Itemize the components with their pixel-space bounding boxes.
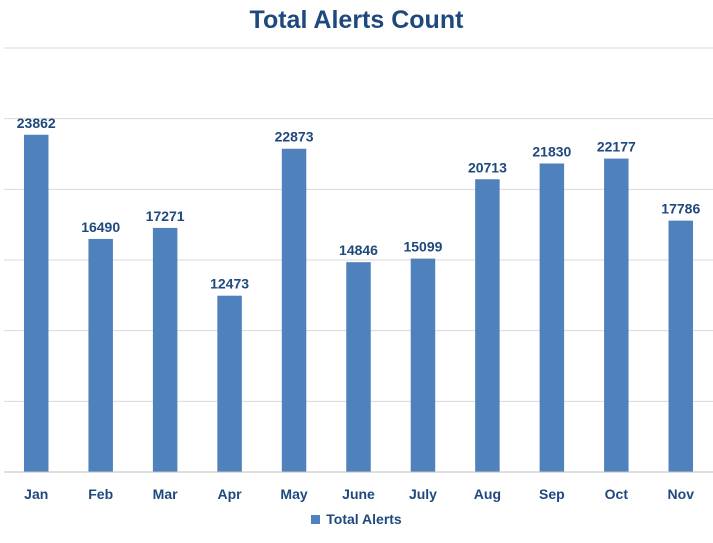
bar-sep <box>539 163 565 472</box>
data-labels: 23862 16490 17271 12473 22873 14846 15099 20713… <box>17 115 701 292</box>
data-label-aug: 20713 <box>468 159 507 175</box>
legend-label: Total Alerts <box>326 511 402 527</box>
data-label-oct: 22177 <box>597 139 636 155</box>
x-tick-label-oct: Oct <box>605 486 629 502</box>
chart-title: Total Alerts Count <box>249 6 464 34</box>
legend: Total Alerts <box>0 511 713 527</box>
x-tick-label-mar: Mar <box>153 486 178 502</box>
data-label-jan: 23862 <box>17 115 56 131</box>
x-axis: Jan Feb Mar Apr May June July Aug Sep Oct Nov <box>4 471 713 502</box>
x-tick-label-july: July <box>409 486 437 502</box>
data-label-feb: 16490 <box>81 219 120 235</box>
bar-aug <box>475 179 500 472</box>
bars <box>23 134 694 472</box>
x-tick-label-feb: Feb <box>88 486 113 502</box>
bar-oct <box>604 158 629 472</box>
bar-feb <box>88 238 113 472</box>
bar-apr <box>217 295 242 472</box>
x-tick-label-jan: Jan <box>24 486 48 502</box>
bar-july <box>410 258 436 472</box>
bar-may <box>281 148 307 472</box>
x-tick-label-apr: Apr <box>218 486 243 502</box>
legend-swatch <box>311 514 321 524</box>
bar-june <box>346 262 371 472</box>
x-tick-label-sep: Sep <box>539 486 565 502</box>
data-label-july: 15099 <box>403 239 442 255</box>
bar-jan <box>23 134 49 472</box>
bar-nov <box>668 220 694 472</box>
x-tick-label-may: May <box>280 486 307 502</box>
data-label-june: 14846 <box>339 242 378 258</box>
data-label-apr: 12473 <box>210 276 249 292</box>
x-tick-label-aug: Aug <box>474 486 501 502</box>
data-label-sep: 21830 <box>532 143 571 159</box>
bar-mar <box>152 227 178 472</box>
data-label-mar: 17271 <box>146 208 185 224</box>
data-label-may: 22873 <box>275 129 314 145</box>
x-tick-label-nov: Nov <box>668 486 695 502</box>
x-tick-label-june: June <box>342 486 375 502</box>
data-label-nov: 17786 <box>661 201 700 217</box>
